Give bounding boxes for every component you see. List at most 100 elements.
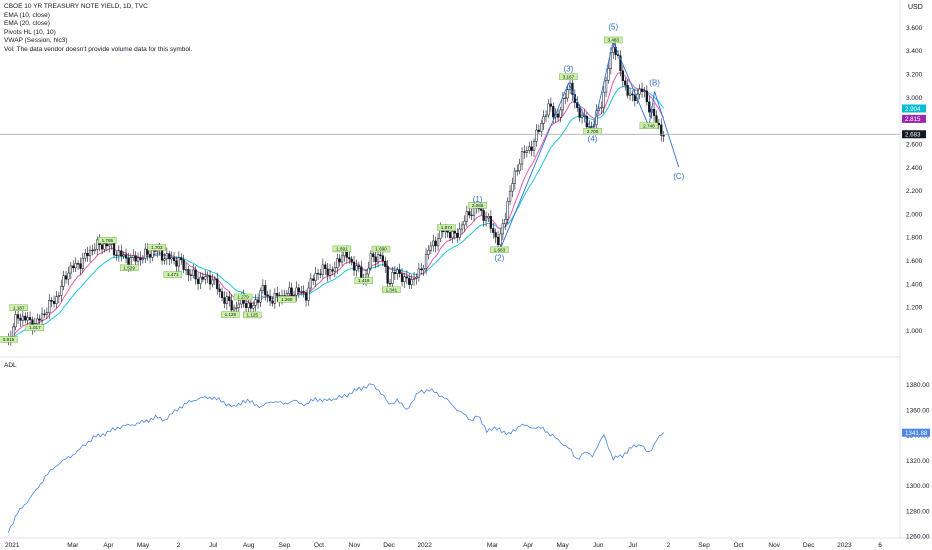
candle-body bbox=[189, 274, 192, 276]
pivot-value: 2.700 bbox=[587, 129, 599, 134]
indicator-vwap[interactable]: VWAP (Session, hlc3) bbox=[4, 37, 68, 45]
candle-body bbox=[355, 265, 358, 271]
candle-body bbox=[218, 288, 221, 292]
candle-body bbox=[415, 276, 418, 279]
candle-body bbox=[19, 318, 22, 321]
chart-legend: CBOE 10 YR TREASURY NOTE YIELD, 1D, TVC … bbox=[4, 3, 192, 55]
pivot-value: 0.915 bbox=[3, 337, 15, 342]
candle-body bbox=[420, 268, 423, 271]
price-tick-label: 3.600 bbox=[906, 25, 923, 32]
candle-body bbox=[384, 260, 387, 267]
candle-body bbox=[132, 255, 135, 258]
indicator-ema10[interactable]: EMA (10, close) bbox=[4, 11, 50, 19]
candle-body bbox=[376, 254, 380, 263]
candle-body bbox=[285, 293, 288, 297]
candle-body bbox=[422, 267, 425, 271]
indicator-ema20[interactable]: EMA (20, close) bbox=[4, 20, 50, 28]
candle-body bbox=[88, 249, 92, 257]
pivot-label: 1.691 bbox=[332, 245, 352, 253]
pivot-box bbox=[371, 245, 391, 253]
candle-body bbox=[55, 296, 58, 304]
pivot-label: 2.748 bbox=[639, 122, 659, 129]
price-scale[interactable]: 3.6003.4003.2003.0002.8002.6002.4002.200… bbox=[906, 25, 923, 335]
candle-body bbox=[393, 272, 396, 274]
candle-body bbox=[86, 252, 89, 257]
candle-body bbox=[518, 163, 521, 172]
candle-body bbox=[352, 261, 356, 271]
wave-labels: (1) (2) (3) (4) (5) (B) (C) bbox=[473, 23, 685, 263]
pivot-label: 0.915 bbox=[0, 336, 18, 343]
adl-tick-label: 1280.00 bbox=[906, 508, 930, 515]
pivot-box bbox=[382, 286, 401, 293]
time-tick-label: Apr bbox=[523, 542, 534, 549]
candle-body bbox=[57, 295, 60, 297]
candle-body bbox=[523, 151, 526, 153]
candle-body bbox=[590, 126, 593, 128]
candle-body bbox=[84, 252, 87, 259]
time-tick-label: Mar bbox=[487, 542, 499, 549]
candle-body bbox=[93, 249, 96, 251]
pivot-value: 1.128 bbox=[225, 312, 237, 317]
candle-body bbox=[331, 269, 334, 272]
candle-body bbox=[168, 253, 171, 260]
wave-label: (C) bbox=[673, 172, 684, 181]
pivot-box bbox=[233, 293, 253, 301]
price-tick-label: 1.200 bbox=[906, 305, 923, 312]
adl-path bbox=[8, 383, 665, 533]
candle-body bbox=[261, 285, 264, 291]
candle-body bbox=[645, 90, 648, 103]
pivot-value: 1.419 bbox=[358, 278, 370, 283]
candle-body bbox=[16, 314, 20, 319]
candle-body bbox=[535, 129, 538, 142]
pivot-box bbox=[332, 245, 352, 253]
badge-text: 2.683 bbox=[905, 132, 921, 139]
wave-label: (1) bbox=[473, 195, 483, 204]
candle-body bbox=[21, 315, 24, 321]
price-tick-label: 1.400 bbox=[906, 281, 923, 288]
time-tick-label: Nov bbox=[768, 542, 780, 549]
candle-body bbox=[292, 294, 296, 297]
time-tick-label: May bbox=[557, 542, 570, 549]
pivot-value: 1.279 bbox=[237, 295, 249, 300]
pivot-box bbox=[437, 224, 456, 231]
candle-body bbox=[237, 303, 240, 308]
candle-body bbox=[268, 295, 272, 302]
candle-body bbox=[96, 239, 99, 250]
indicator-pivots[interactable]: Pivots HL (10, 10) bbox=[4, 28, 56, 36]
adl-pane-label[interactable]: ADL bbox=[4, 362, 17, 369]
candle-body bbox=[127, 257, 130, 266]
pivot-label: 1.703 bbox=[147, 244, 166, 251]
candle-body bbox=[108, 244, 111, 247]
candle-body bbox=[302, 291, 305, 293]
pivot-box bbox=[639, 122, 659, 129]
candle-body bbox=[103, 243, 106, 250]
candle-body bbox=[499, 233, 502, 245]
elliott-wave-lines bbox=[498, 39, 680, 252]
candle-body bbox=[91, 249, 94, 252]
last-price-badge: 2.683 bbox=[902, 130, 926, 139]
candle-body bbox=[223, 297, 226, 304]
candle-body bbox=[273, 293, 276, 304]
pivot-value: 1.529 bbox=[123, 265, 135, 270]
badge-text: 2.815 bbox=[905, 116, 921, 123]
price-tick-label: 3.200 bbox=[906, 71, 923, 78]
pivot-label: 1.125 bbox=[243, 311, 262, 319]
candle-body bbox=[290, 287, 293, 296]
pivot-value: 1.765 bbox=[102, 238, 114, 243]
pivot-value: 1.260 bbox=[281, 297, 293, 302]
candle-body bbox=[489, 216, 492, 229]
pivot-label: 1.874 bbox=[437, 224, 456, 231]
adl-last-badge: 1341.88 bbox=[902, 428, 930, 437]
time-tick-label: 2021 bbox=[5, 542, 20, 549]
adl-scale[interactable]: 1380.001360.001340.001320.001300.001280.… bbox=[906, 382, 930, 540]
time-axis[interactable]: 2021 Mar Apr May 2 Jul Aug Sep Oct Nov Dec 2022 Mar A… bbox=[5, 542, 882, 549]
pivot-box bbox=[9, 304, 28, 311]
symbol-title[interactable]: CBOE 10 YR TREASURY NOTE YIELD, 1D, TVC bbox=[4, 3, 148, 10]
wave-path bbox=[498, 39, 680, 252]
candle-body bbox=[38, 318, 41, 321]
pivot-box bbox=[490, 246, 509, 254]
candle-body bbox=[136, 257, 140, 262]
time-tick-label: Apr bbox=[103, 542, 114, 549]
candle-body bbox=[398, 269, 401, 274]
